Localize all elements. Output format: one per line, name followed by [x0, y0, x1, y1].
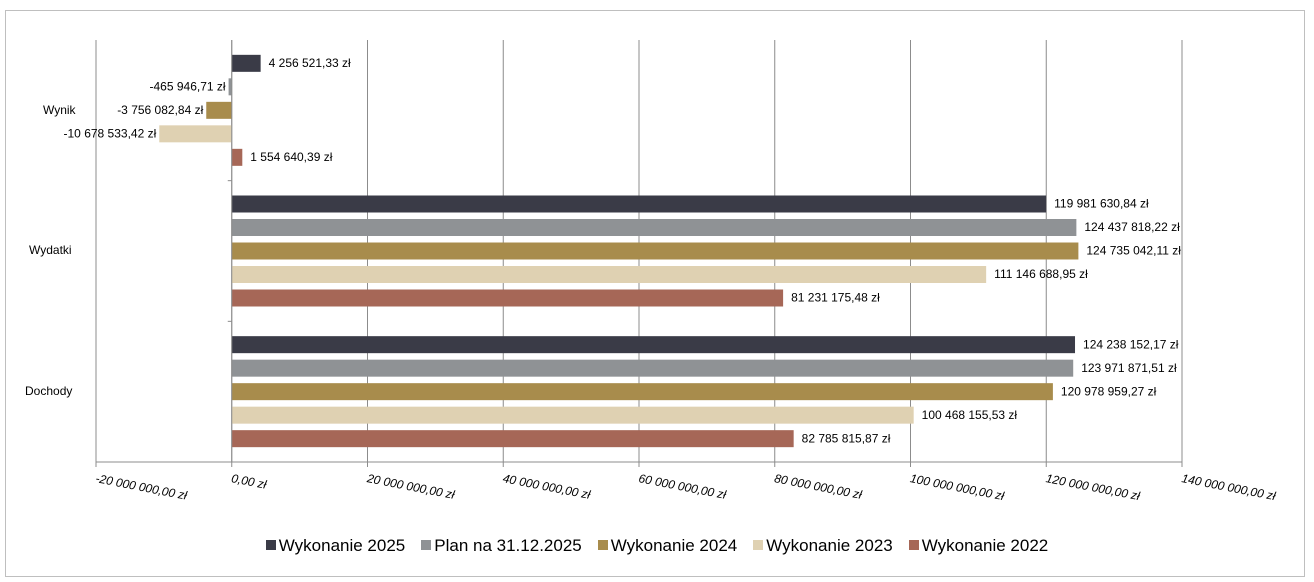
- data-label: 81 231 175,48 zł: [791, 291, 880, 305]
- data-label: 82 785 815,87 zł: [802, 431, 891, 445]
- bar-dochody-wykonanie-2022: [231, 430, 794, 448]
- legend-item-wykonanie-2024: Wykonanie 2024: [597, 536, 738, 556]
- category-label: Wydatki: [29, 243, 72, 257]
- x-tick-label: -20 000 000,00 zł: [94, 471, 188, 503]
- legend-swatch: [753, 540, 764, 550]
- data-label: -10 678 533,42 zł: [64, 127, 157, 141]
- x-tick-label: 80 000 000,00 zł: [773, 471, 863, 502]
- category-label: Wynik: [43, 103, 77, 117]
- legend-label: Wykonanie 2025: [278, 536, 406, 555]
- bar-wynik-wykonanie-2022: [231, 148, 243, 166]
- data-label: 1 554 640,39 zł: [250, 150, 332, 164]
- bars: [159, 54, 1079, 448]
- x-tick-label: 140 000 000,00 zł: [1180, 471, 1277, 503]
- bar-dochody-plan-na-31-12-2025: [231, 359, 1074, 377]
- bar-dochody-wykonanie-2024: [231, 383, 1053, 401]
- category-label: Dochody: [25, 384, 72, 398]
- x-tick-label: 20 000 000,00 zł: [365, 471, 456, 502]
- data-label: 123 971 871,51 zł: [1081, 361, 1177, 375]
- x-tick-label: 40 000 000,00 zł: [502, 471, 592, 502]
- bar-wynik-wykonanie-2025: [231, 54, 261, 72]
- legend-item-plan-na-31-12-2025: Plan na 31.12.2025: [421, 536, 582, 556]
- legend-label: Wykonanie 2022: [921, 536, 1049, 555]
- bar-wydatki-wykonanie-2025: [231, 195, 1047, 213]
- legend-item-wykonanie-2023: Wykonanie 2023: [753, 536, 893, 556]
- legend-label: Plan na 31.12.2025: [434, 536, 582, 555]
- bar-wydatki-wykonanie-2022: [231, 289, 784, 307]
- x-tick-label: 120 000 000,00 zł: [1045, 471, 1142, 503]
- bar-wydatki-plan-na-31-12-2025: [231, 219, 1077, 236]
- legend-swatch: [908, 540, 919, 550]
- legend-item-wykonanie-2022: Wykonanie 2022: [908, 536, 1049, 556]
- bar-wynik-wykonanie-2023: [159, 125, 232, 143]
- x-tick-label: 100 000 000,00 zł: [909, 471, 1006, 503]
- data-label: 111 146 688,95 zł: [994, 267, 1088, 281]
- bar-wynik-wykonanie-2024: [206, 101, 232, 119]
- legend-swatch: [265, 540, 276, 550]
- bar-wydatki-wykonanie-2023: [231, 266, 987, 283]
- legend-swatch: [421, 540, 432, 550]
- data-label: 120 978 959,27 zł: [1061, 384, 1157, 398]
- bar-wynik-plan-na-31-12-2025: [228, 78, 232, 96]
- data-label: 124 437 818,22 zł: [1084, 220, 1180, 234]
- legend: Wykonanie 2025 Plan na 31.12.2025 Wykonani…: [0, 536, 1314, 556]
- bar-dochody-wykonanie-2023: [231, 406, 914, 424]
- bar-dochody-wykonanie-2025: [231, 336, 1076, 354]
- legend-item-wykonanie-2025: Wykonanie 2025: [265, 536, 406, 556]
- data-label: 124 735 042,11 zł: [1086, 244, 1181, 258]
- x-tick-label: 0,00 zł: [230, 471, 268, 492]
- legend-label: Wykonanie 2024: [610, 536, 738, 555]
- data-label: -465 946,71 zł: [150, 80, 226, 94]
- bar-wydatki-wykonanie-2024: [231, 242, 1079, 260]
- data-label: -3 756 082,84 zł: [117, 103, 203, 117]
- x-tick-label: 60 000 000,00 zł: [637, 471, 727, 502]
- legend-label: Wykonanie 2023: [766, 536, 893, 555]
- data-label: 100 468 155,53 zł: [922, 408, 1018, 422]
- legend-swatch: [597, 540, 608, 550]
- data-label: 124 238 152,17 zł: [1083, 337, 1179, 351]
- axes: [95, 40, 1183, 467]
- data-label: 4 256 521,33 zł: [269, 56, 351, 70]
- data-label: 119 981 630,84 zł: [1054, 197, 1149, 211]
